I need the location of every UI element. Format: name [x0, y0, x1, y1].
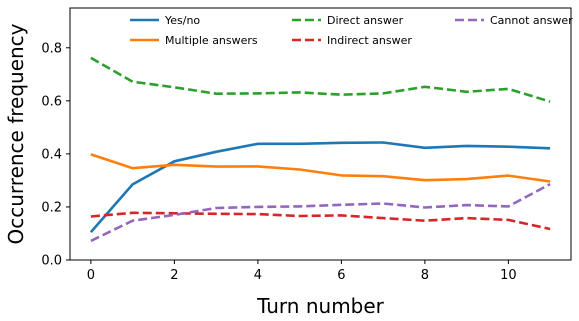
series-line-cannot-answer [90, 182, 551, 243]
legend-item-cannot-answer: Cannot answer [455, 14, 573, 27]
legend-label: Cannot answer [490, 14, 573, 27]
y-tick-label: 0.6 [41, 94, 62, 109]
series-line-direct-answer [90, 56, 551, 103]
legend: Yes/no Multiple answers Direct answer Indir… [130, 14, 573, 47]
y-axis-title: Occurrence frequency [4, 23, 28, 244]
legend-item-direct-answer: Direct answer [292, 14, 404, 27]
legend-label: Direct answer [327, 14, 404, 27]
x-tick-label: 10 [500, 268, 517, 283]
legend-label: Yes/no [164, 14, 200, 27]
series-line-indirect-answer [90, 211, 551, 231]
series-layer [89, 56, 551, 243]
x-tick-label: 8 [421, 268, 429, 283]
series-line-multiple-answers [90, 153, 551, 183]
y-tick-label: 0.4 [41, 147, 62, 162]
x-tick-label: 4 [254, 268, 262, 283]
legend-label: Multiple answers [165, 34, 258, 47]
plot-frame [69, 7, 572, 261]
x-axis-title: Turn number [256, 294, 385, 318]
legend-item-multiple-answers: Multiple answers [130, 34, 258, 47]
x-tick-label: 2 [170, 268, 178, 283]
x-tick-label: 0 [87, 268, 95, 283]
x-tick-label: 6 [337, 268, 345, 283]
y-tick-label: 0.2 [41, 200, 62, 215]
legend-label: Indirect answer [327, 34, 412, 47]
legend-item-indirect-answer: Indirect answer [292, 34, 412, 47]
axes [69, 7, 572, 261]
ticks: 0 2 4 6 8 10 0.0 0.2 0.4 0.6 0.8 [41, 41, 516, 283]
y-tick-label: 0.8 [41, 41, 62, 56]
y-tick-label: 0.0 [41, 254, 62, 269]
legend-item-yes-no: Yes/no [130, 14, 200, 27]
